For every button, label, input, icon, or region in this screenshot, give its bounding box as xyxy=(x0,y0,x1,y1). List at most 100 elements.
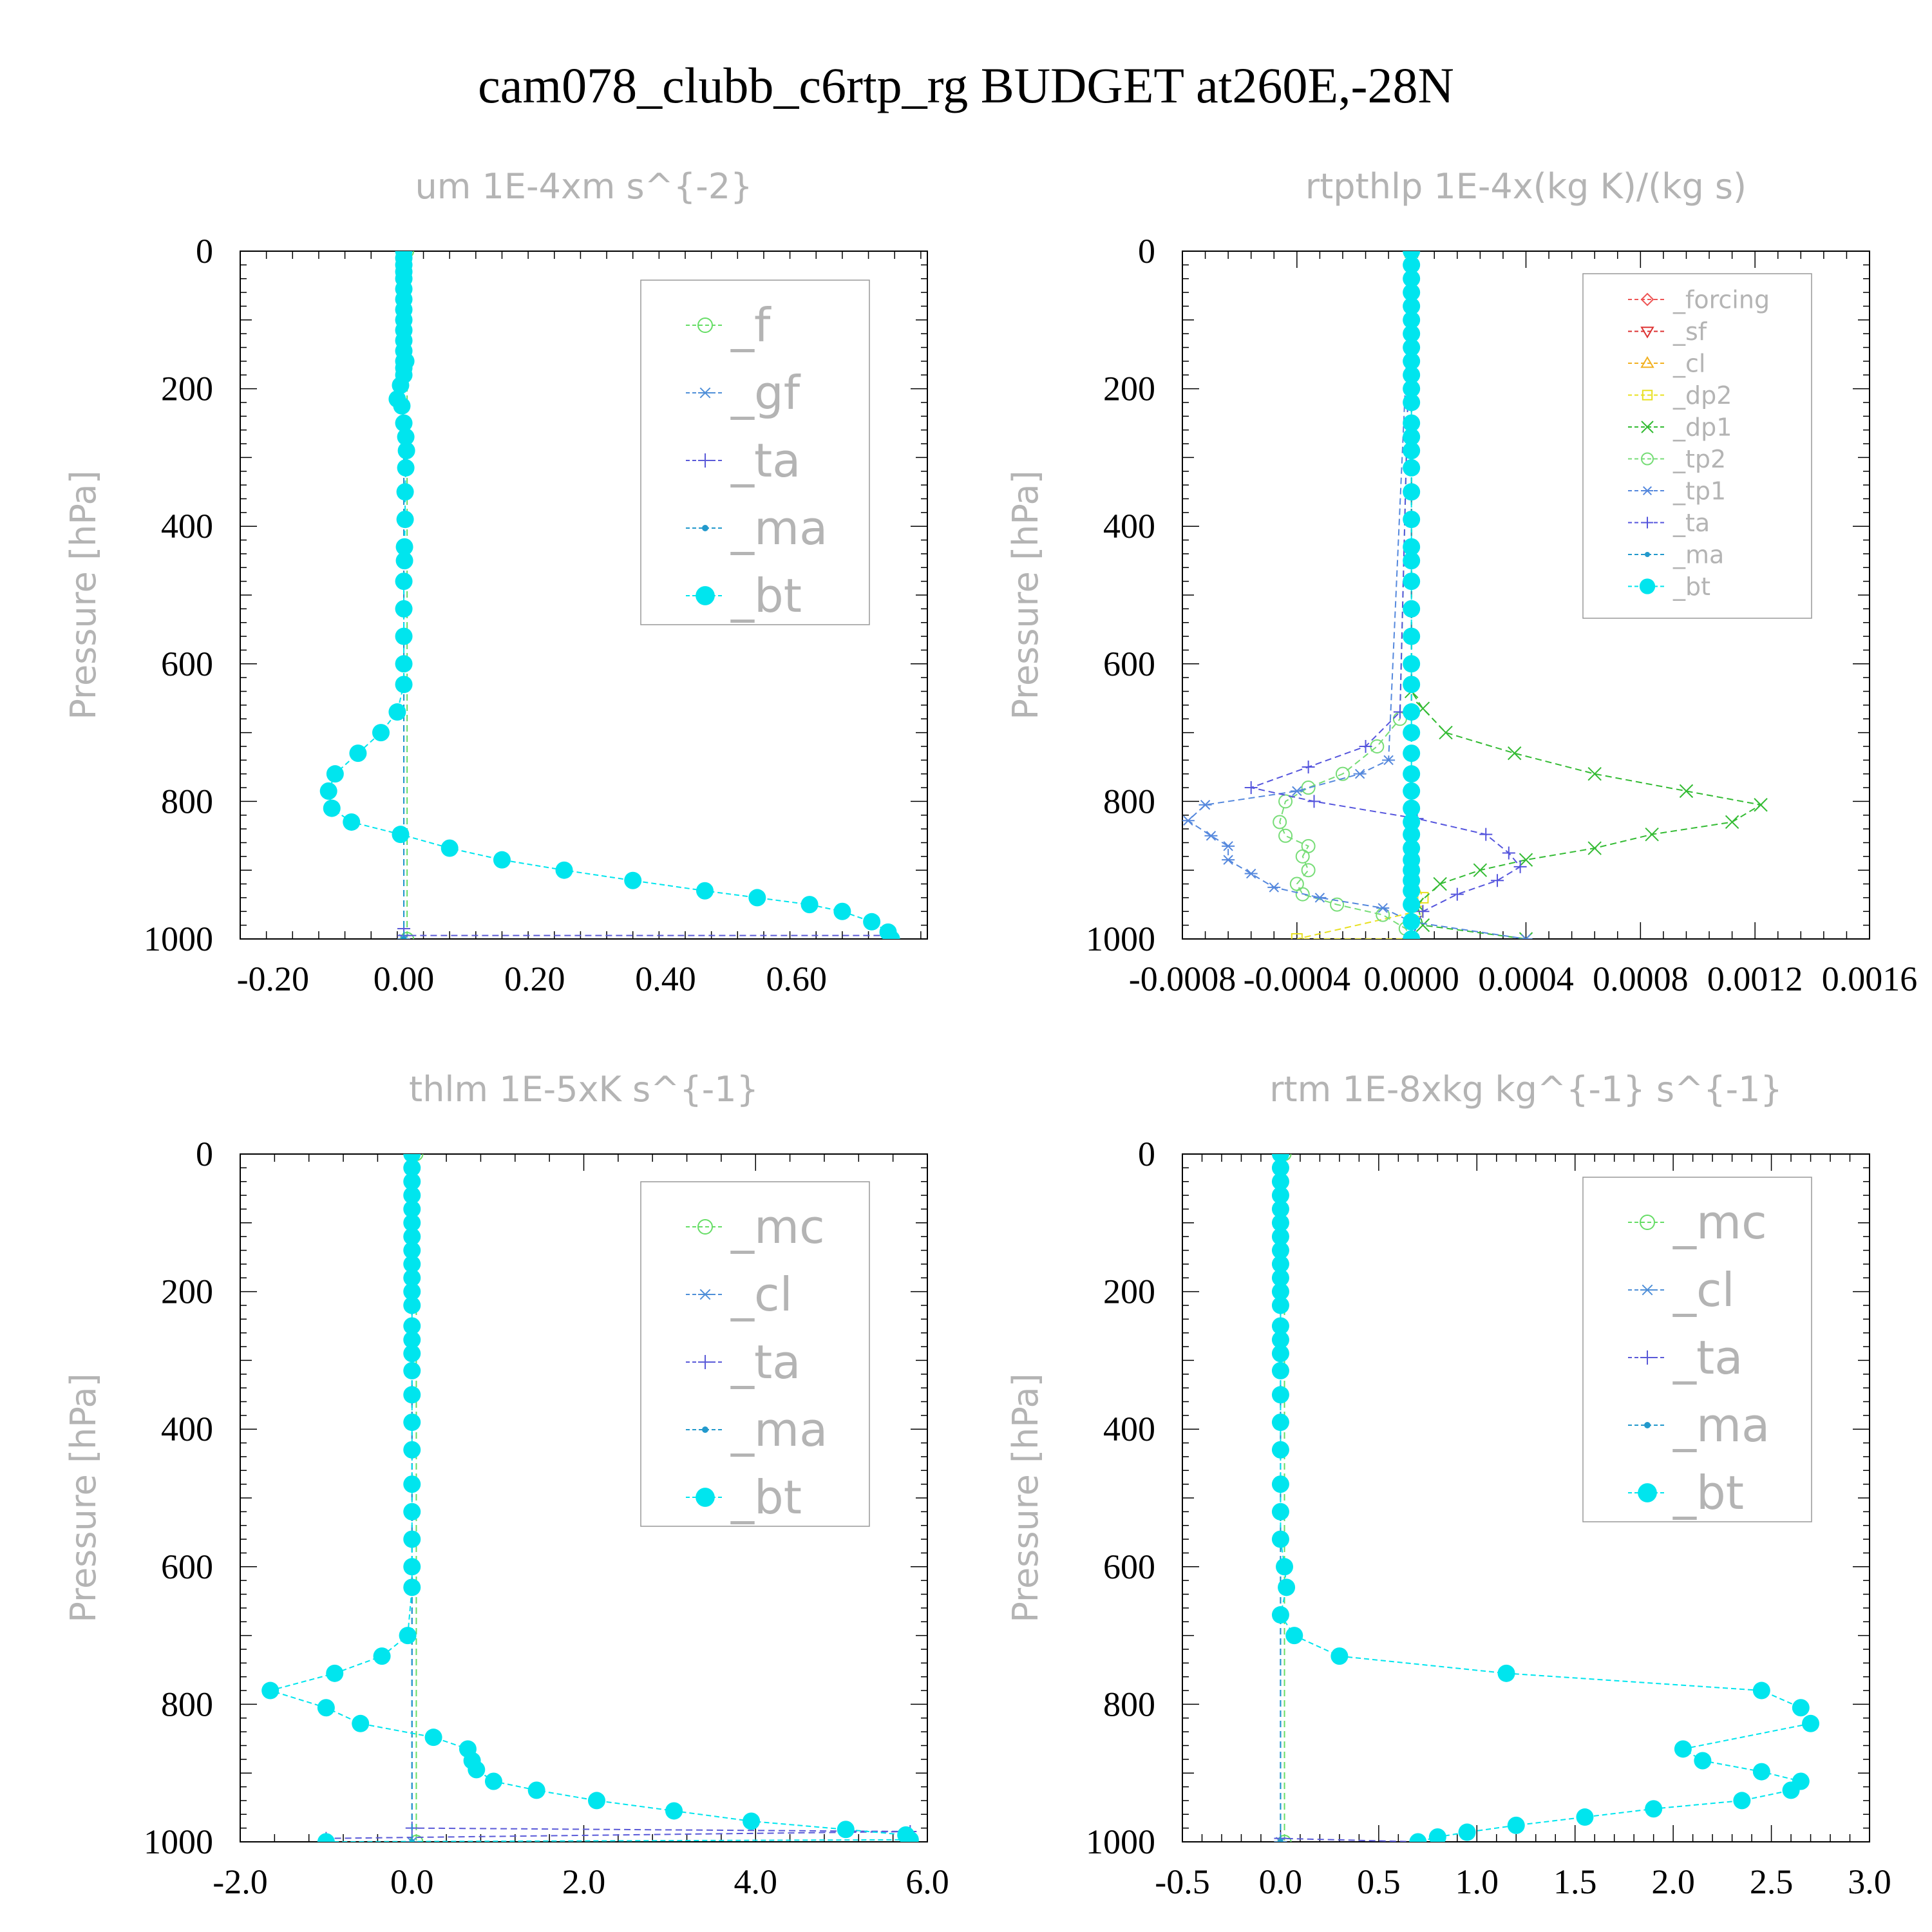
legend-marker xyxy=(702,525,708,531)
x-tick-label: 0.40 xyxy=(635,960,696,998)
legend-box xyxy=(1582,273,1812,619)
data-point-bt xyxy=(1403,283,1421,301)
data-point-bt xyxy=(1271,1414,1289,1432)
data-point-dp1 xyxy=(1519,853,1533,867)
y-tick-label: 0 xyxy=(196,232,213,270)
series-line-tp1 xyxy=(1187,251,1526,939)
data-point-bt xyxy=(403,1227,421,1245)
y-tick-label: 600 xyxy=(161,645,213,683)
data-point-bt xyxy=(1276,1558,1294,1576)
data-point-tp1 xyxy=(1222,855,1235,865)
data-point-bt xyxy=(403,1414,421,1432)
data-point-bt xyxy=(1403,826,1421,844)
data-point-bt xyxy=(1403,414,1421,432)
x-tick-label: 0.0004 xyxy=(1478,960,1574,998)
data-point-bt xyxy=(1403,483,1421,501)
data-point-bt xyxy=(373,1647,391,1665)
data-point-bt xyxy=(1792,1699,1810,1717)
legend-label: _dp2 xyxy=(1672,381,1732,410)
legend-marker xyxy=(698,1355,712,1369)
data-point-bt xyxy=(403,1361,421,1379)
data-point-tp2 xyxy=(1301,863,1316,878)
data-point-dp1 xyxy=(1433,876,1447,891)
data-point-tp2 xyxy=(1301,781,1316,795)
x-tick-label: 0.20 xyxy=(504,960,565,998)
data-point-dp1 xyxy=(1679,784,1694,799)
data-point-bt xyxy=(493,851,511,869)
data-point-bt xyxy=(1576,1808,1594,1826)
data-point-bt xyxy=(1271,1386,1289,1404)
data-point-bt xyxy=(1271,1475,1289,1493)
data-point-tp2 xyxy=(1295,887,1310,902)
data-point-bt xyxy=(1403,573,1421,591)
y-tick-label: 200 xyxy=(161,1273,213,1311)
data-point-bt xyxy=(440,839,459,857)
data-point-ta xyxy=(1307,795,1321,808)
data-point-tp2 xyxy=(1278,794,1293,809)
data-point-bt xyxy=(403,1214,421,1232)
legend-marker xyxy=(1640,1284,1654,1296)
y-axis-label: Pressure [hPa] xyxy=(1005,470,1046,719)
legend-marker xyxy=(697,1219,713,1235)
y-tick-label: 200 xyxy=(161,370,213,408)
data-point-bt xyxy=(1403,882,1421,900)
data-point-bt xyxy=(1271,1269,1289,1287)
x-tick-label: 0.0000 xyxy=(1363,960,1459,998)
data-point-bt xyxy=(261,1681,279,1700)
legend-label: _gf xyxy=(730,366,801,420)
data-point-bt xyxy=(1782,1781,1800,1799)
data-point-tp1 xyxy=(1198,800,1212,810)
x-tick-label: 0.0012 xyxy=(1707,960,1803,998)
data-point-bt xyxy=(800,896,819,914)
data-point-bt xyxy=(403,1159,421,1177)
data-point-tp1 xyxy=(1290,786,1303,797)
data-point-bt xyxy=(1403,799,1421,817)
data-point-tp1 xyxy=(1313,893,1327,903)
data-point-bt xyxy=(624,871,642,889)
legend-marker xyxy=(1640,292,1654,307)
y-tick-label: 0 xyxy=(1138,1135,1155,1173)
data-point-bt xyxy=(468,1761,486,1779)
legend-marker xyxy=(1640,327,1654,339)
data-point-mc xyxy=(1277,1835,1292,1842)
x-tick-label: 0.0 xyxy=(390,1862,434,1901)
legend-label: _forcing xyxy=(1672,285,1770,314)
data-point-bt xyxy=(395,573,413,591)
data-point-bt xyxy=(527,1781,545,1799)
legend-label: _ta xyxy=(730,433,800,488)
legend-marker xyxy=(698,453,712,468)
data-point-bt xyxy=(397,459,415,477)
data-point-tp1 xyxy=(1244,868,1258,879)
data-point-bt xyxy=(1752,1763,1770,1781)
data-point-bt xyxy=(403,1578,421,1596)
data-point-bt xyxy=(1403,270,1421,288)
y-axis-label: Pressure [hPa] xyxy=(63,470,104,719)
data-point-bt xyxy=(392,826,410,844)
data-point-bt xyxy=(882,930,900,939)
data-point-dp1 xyxy=(1473,863,1488,877)
data-point-bt xyxy=(863,913,881,931)
legend-marker xyxy=(1642,486,1653,496)
data-point-bt xyxy=(1403,366,1421,384)
data-point-bt xyxy=(1403,511,1421,529)
legend-label: _ta xyxy=(730,1335,800,1389)
x-tick-label: 0.5 xyxy=(1357,1862,1401,1901)
data-point-bt xyxy=(1403,428,1421,446)
data-point-dp1 xyxy=(1645,827,1659,842)
data-point-bt xyxy=(1271,1345,1289,1363)
data-point-tp1 xyxy=(1519,934,1533,939)
data-point-bt xyxy=(1271,1242,1289,1260)
series-area xyxy=(1271,1154,1820,1842)
data-point-bt xyxy=(403,1173,421,1191)
legend-marker xyxy=(698,387,712,399)
y-axis-label: Pressure [hPa] xyxy=(1005,1373,1046,1622)
legend-label: _ma xyxy=(730,501,828,555)
legend-box xyxy=(640,279,870,625)
legend-box xyxy=(640,1181,870,1527)
chart-thlm: thlm 1E-5xK s^{-1} Pressure [hPa] 0 200 400 6… xyxy=(63,1069,949,1901)
data-point-bt xyxy=(317,1699,335,1717)
data-point-tp2 xyxy=(1295,849,1310,864)
series-line-ta xyxy=(326,1154,911,1839)
data-point-bt xyxy=(1403,724,1421,742)
data-point-bt xyxy=(403,1386,421,1404)
